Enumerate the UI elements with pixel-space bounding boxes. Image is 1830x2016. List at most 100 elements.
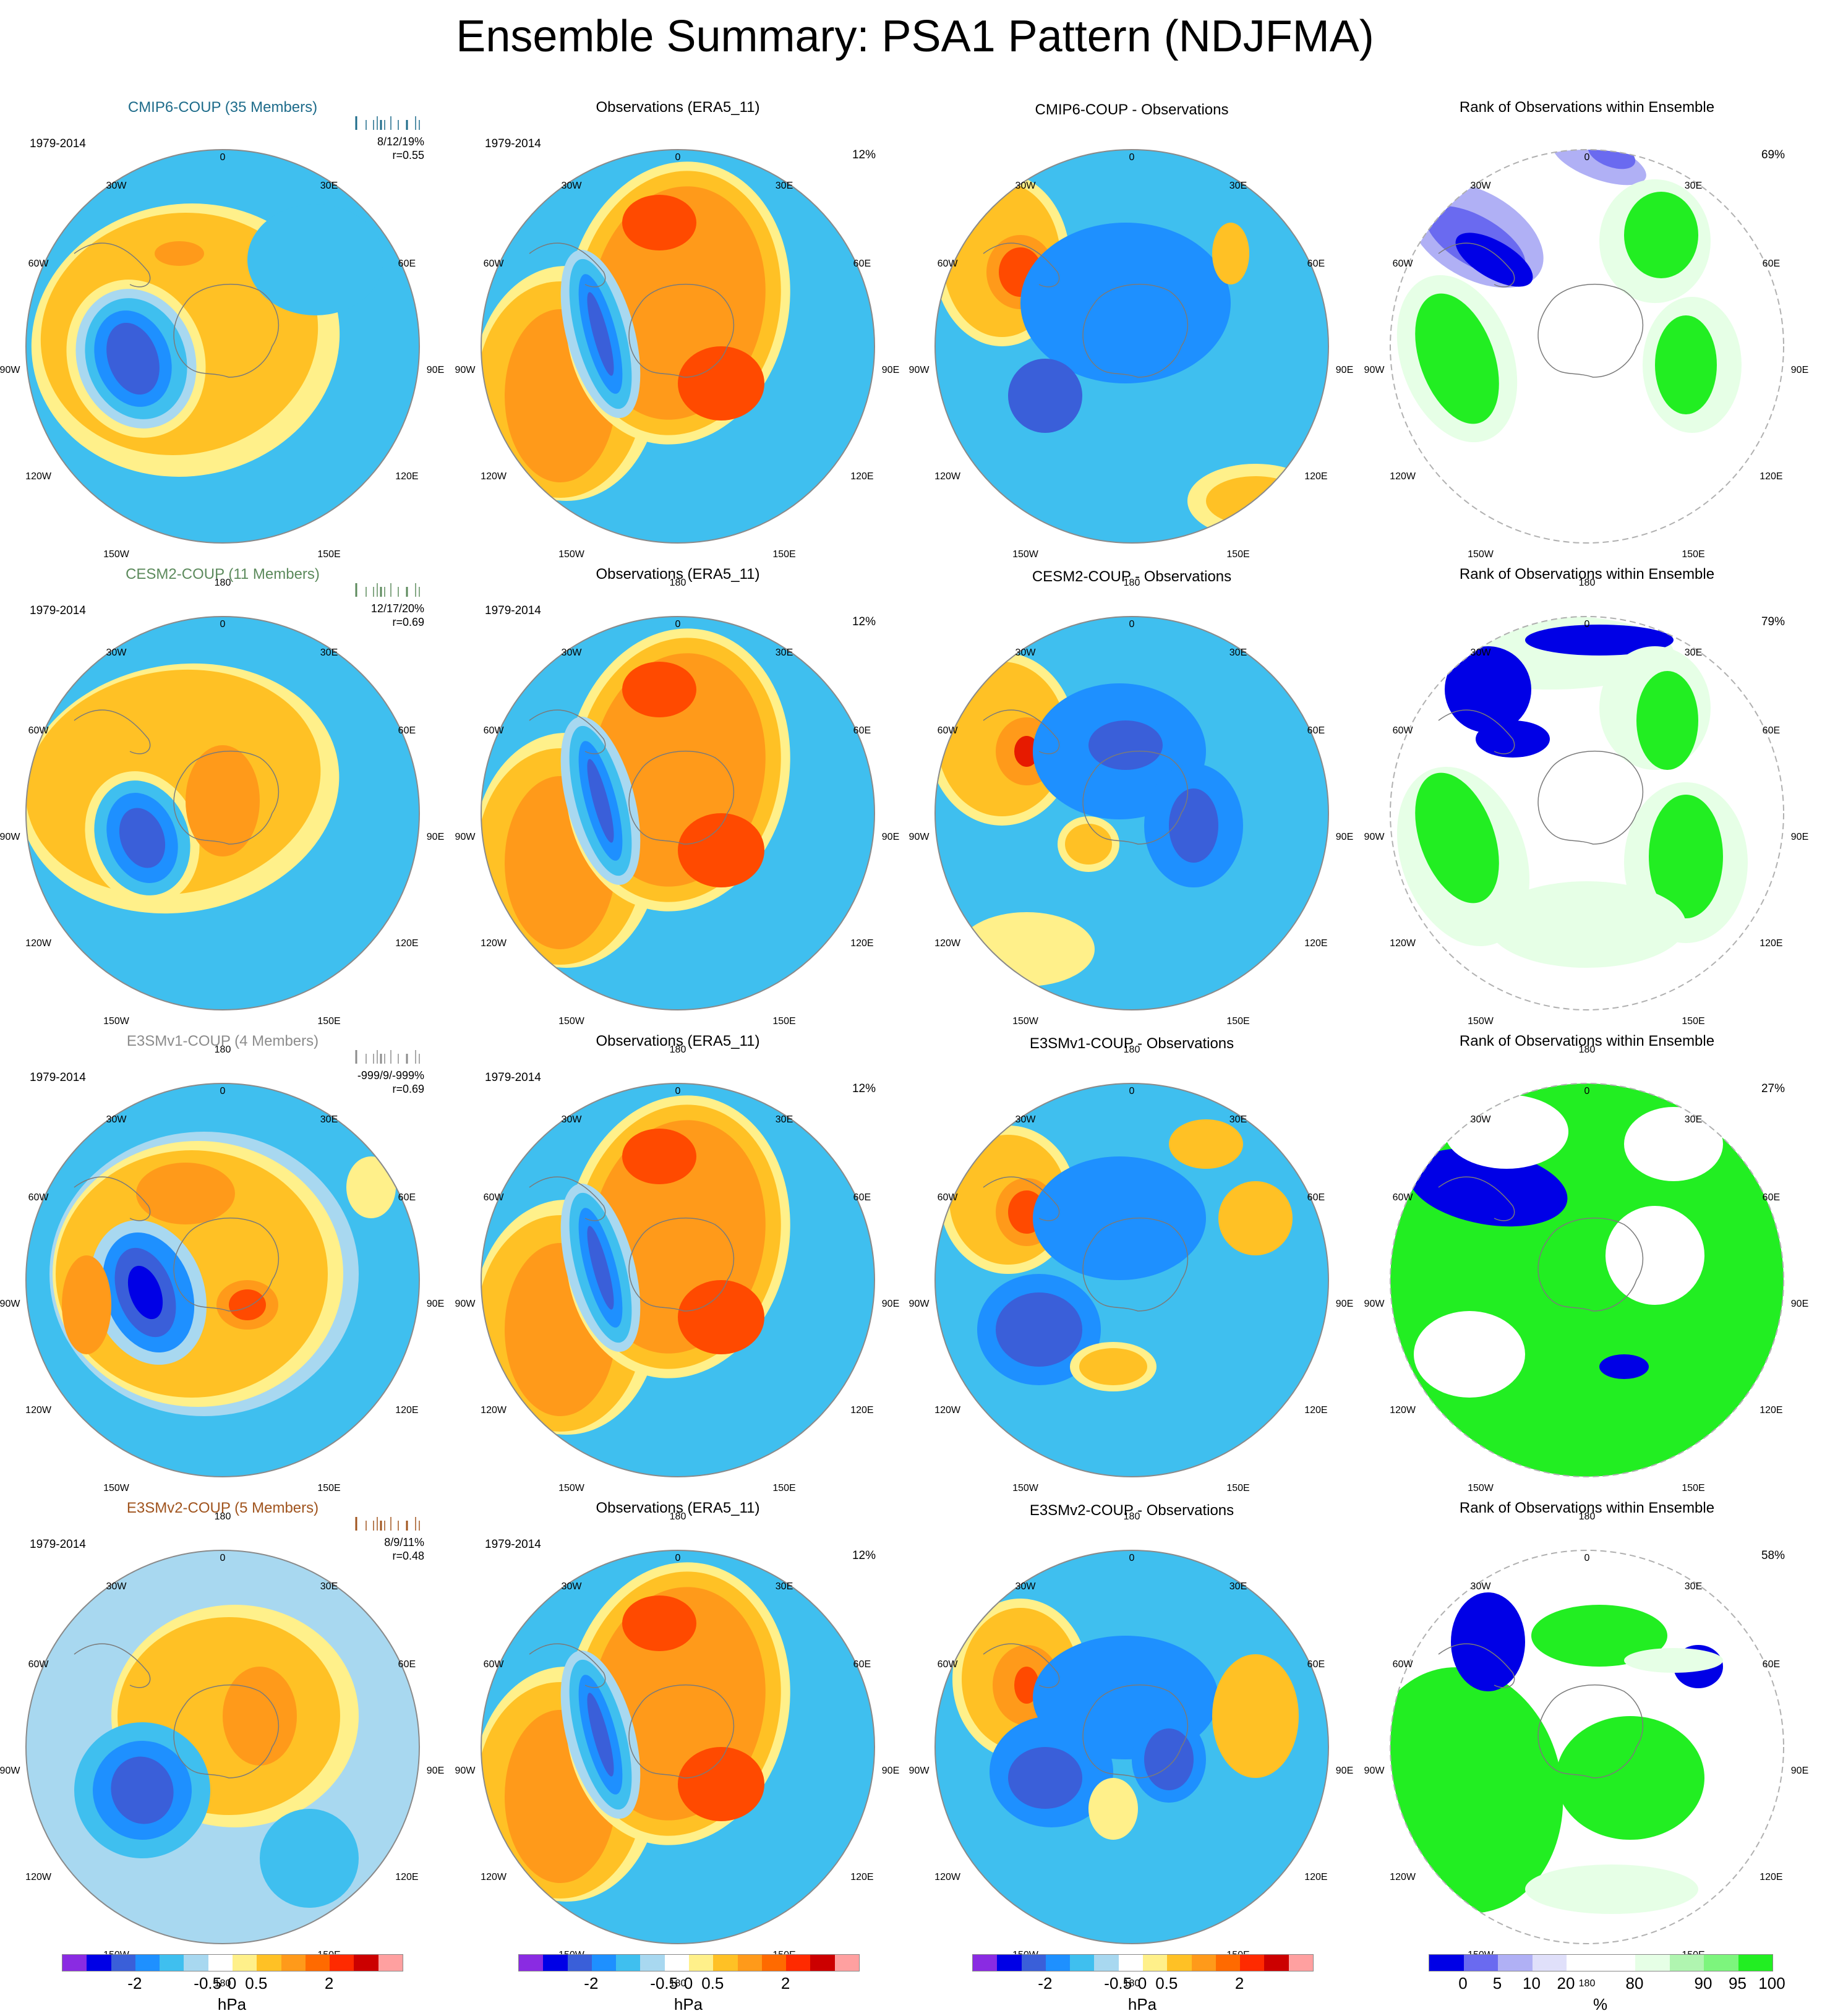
colorbar-swatch xyxy=(810,1955,835,1971)
lon-label-w: 90W xyxy=(0,365,20,375)
lon-label-wnw: 60W xyxy=(28,1192,49,1203)
pattern-stats: -999/9/-999% r=0.69 xyxy=(357,1069,424,1096)
colorbar-swatch xyxy=(567,1955,592,1971)
obs-panel-title: Observations (ERA5_11) xyxy=(596,1500,760,1516)
colorbar-tick-label: 0.5 xyxy=(701,1974,724,1993)
lon-label-top: 0 xyxy=(1129,1086,1135,1096)
rank-contour-region xyxy=(1624,1107,1723,1181)
diff-panel: E3SMv1-COUP - Observations 0 30E 60E 90E 120E… xyxy=(909,1033,1354,1522)
rank-panel-title: Rank of Observations within Ensemble xyxy=(1459,1033,1715,1049)
obs-map xyxy=(481,1083,875,1477)
lon-label-e: 90E xyxy=(1790,1766,1809,1776)
south-america-coastline xyxy=(529,1176,606,1221)
antarctica-coastline xyxy=(1537,1684,1644,1779)
colorbar-tick-label: 0 xyxy=(227,1974,237,1993)
lon-label-nw: 30W xyxy=(1470,1581,1491,1592)
lon-label-ese: 120E xyxy=(850,938,874,949)
obs-contour-region xyxy=(587,759,614,843)
antarctica-coastline xyxy=(628,750,735,845)
south-america-coastline xyxy=(1438,242,1515,288)
lon-label-sw: 150W xyxy=(1468,1015,1494,1027)
colorbar-unit: % xyxy=(1593,1995,1608,2014)
colorbar-tick-label: 0 xyxy=(1458,1974,1468,1993)
lon-label-sw: 150W xyxy=(103,1482,129,1493)
lon-label-ne: 30E xyxy=(1684,1114,1703,1125)
lon-label-se: 150E xyxy=(772,549,796,560)
colorbar-swatch xyxy=(834,1955,859,1971)
colorbar-swatch xyxy=(786,1955,811,1971)
map-boundary xyxy=(934,1550,1329,1944)
lon-label-ene: 60E xyxy=(398,1659,416,1670)
lon-label-top: 0 xyxy=(1129,152,1135,163)
obs-contour-region xyxy=(678,1280,764,1354)
lon-label-ese: 120E xyxy=(850,1405,874,1416)
south-america-coastline xyxy=(1438,1176,1515,1221)
colorbar-swatch xyxy=(111,1955,135,1971)
lon-label-sw: 150W xyxy=(558,549,584,560)
diff-map xyxy=(934,1083,1329,1477)
south-america-coastline xyxy=(983,1176,1060,1221)
colorbar-tick-label: -0.5 xyxy=(650,1974,678,1993)
colorbar-swatch xyxy=(997,1955,1022,1971)
diff-contour-region xyxy=(1212,223,1249,284)
lon-label-bottom: 180 xyxy=(1123,578,1140,588)
colorbar-swatch xyxy=(1021,1955,1046,1971)
map-boundary xyxy=(1390,616,1784,1010)
diff-panel-title: E3SMv2-COUP - Observations xyxy=(1029,1502,1234,1519)
south-america-coastline xyxy=(983,1643,1060,1688)
model-contour-region xyxy=(119,808,166,868)
model-contour-region xyxy=(127,1265,163,1320)
lon-label-nw: 30W xyxy=(1470,1114,1491,1125)
rank-contour-region xyxy=(1655,315,1717,414)
lon-label-wnw: 60W xyxy=(483,258,504,269)
colorbar-swatch xyxy=(184,1955,208,1971)
explained-variance: 12% xyxy=(852,1082,876,1095)
obs-map xyxy=(481,149,875,544)
colorbar-swatch xyxy=(281,1955,306,1971)
lon-label-w: 90W xyxy=(455,365,476,375)
lon-label-ene: 60E xyxy=(853,725,871,736)
lon-label-top: 0 xyxy=(675,619,681,630)
rank-percent: 27% xyxy=(1761,1082,1785,1095)
colorbar-swatch xyxy=(1167,1955,1192,1971)
lon-label-ese: 120E xyxy=(1759,938,1783,949)
model-contour-region xyxy=(229,1289,266,1320)
lon-label-top: 0 xyxy=(1584,152,1590,163)
south-america-coastline xyxy=(529,709,606,754)
period-label: 1979-2014 xyxy=(485,1071,541,1084)
lon-label-top: 0 xyxy=(220,1086,226,1096)
colorbar-tick-label: 2 xyxy=(780,1974,790,1993)
lon-label-ene: 60E xyxy=(853,258,871,269)
lon-label-ne: 30E xyxy=(775,1114,793,1125)
lon-label-ne: 30E xyxy=(1229,181,1247,192)
lon-label-ne: 30E xyxy=(775,1581,793,1592)
lon-label-wnw: 60W xyxy=(1392,725,1413,736)
model-contour-region xyxy=(346,1156,396,1218)
lon-label-wsw: 120W xyxy=(1390,471,1416,482)
diff-contour-region xyxy=(1008,359,1082,433)
lon-label-sw: 150W xyxy=(1012,549,1038,560)
lon-label-w: 90W xyxy=(1364,1766,1385,1776)
diff-contour-region xyxy=(1144,1728,1194,1790)
lon-label-e: 90E xyxy=(1335,365,1354,375)
south-america-coastline xyxy=(529,1643,606,1688)
lon-label-bottom: 180 xyxy=(669,1511,686,1522)
lon-label-e: 90E xyxy=(1790,832,1809,842)
map-boundary xyxy=(481,616,875,1010)
period-label: 1979-2014 xyxy=(30,137,86,150)
diff-contour-region xyxy=(1088,720,1163,770)
lon-label-w: 90W xyxy=(455,832,476,842)
obs-panel-title: Observations (ERA5_11) xyxy=(596,566,760,583)
lon-label-bottom: 180 xyxy=(1578,1978,1596,1989)
obs-map xyxy=(481,616,875,1010)
lon-label-ese: 120E xyxy=(1304,938,1328,949)
lon-label-wnw: 60W xyxy=(937,1192,958,1203)
lon-label-e: 90E xyxy=(1335,1766,1354,1776)
lon-label-ne: 30E xyxy=(1229,1581,1247,1592)
obs-panel: Observations (ERA5_11) 1979-2014 12% 0 30E 60… xyxy=(455,1033,900,1522)
antarctica-coastline xyxy=(173,283,280,378)
obs-panel-title: Observations (ERA5_11) xyxy=(596,1033,760,1049)
model-map xyxy=(25,616,420,1010)
diff-panel: CMIP6-COUP - Observations 0 30E 60E 90E 120E 1… xyxy=(909,99,1354,588)
obs-panel: Observations (ERA5_11) 1979-2014 12% 0 30E 60… xyxy=(455,1500,900,1989)
